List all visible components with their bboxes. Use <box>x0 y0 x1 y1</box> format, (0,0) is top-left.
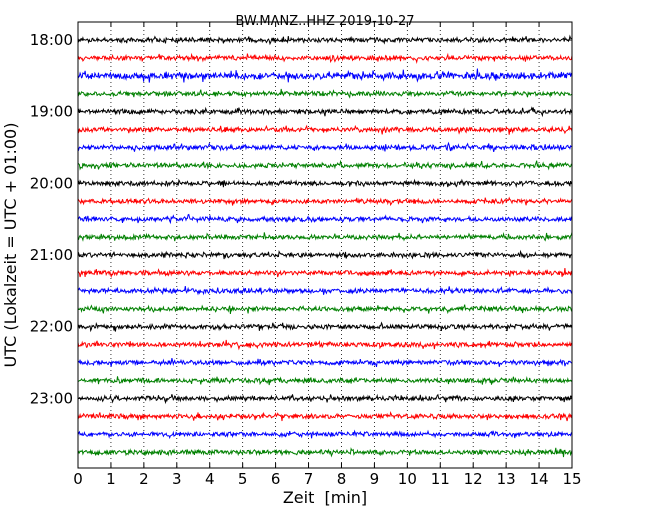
y-axis-label: UTC (Lokalzeit = UTC + 01:00) <box>1 123 20 368</box>
seismic-trace <box>77 411 573 422</box>
seismic-trace <box>77 106 573 118</box>
x-axis-label: Zeit [min] <box>283 488 367 507</box>
trace-group <box>77 34 573 458</box>
x-tick-label: 3 <box>172 470 182 488</box>
y-tick-label: 18:00 <box>30 31 73 49</box>
x-tick-label: 2 <box>139 470 149 488</box>
seismic-trace <box>77 339 573 351</box>
x-tick-label: 8 <box>337 470 347 488</box>
seismic-trace <box>77 124 573 135</box>
x-tick-label: 13 <box>497 470 516 488</box>
x-tick-label: 9 <box>370 470 380 488</box>
seismic-trace <box>77 88 573 99</box>
y-tick-label: 19:00 <box>30 103 73 121</box>
seismic-trace <box>77 52 573 65</box>
x-tick-label: 10 <box>398 470 417 488</box>
seismic-trace <box>77 159 572 171</box>
y-tick-label: 22:00 <box>30 318 73 336</box>
seismic-trace <box>77 286 573 296</box>
x-tick-label: 1 <box>106 470 116 488</box>
seismic-trace <box>77 34 573 46</box>
seismic-trace <box>77 178 573 188</box>
seismic-trace <box>77 393 573 405</box>
seismic-trace <box>77 304 573 315</box>
x-tick-label: 15 <box>562 470 581 488</box>
x-tick-label: 14 <box>530 470 549 488</box>
seismic-trace <box>77 68 573 83</box>
y-tick-label: 21:00 <box>30 246 73 264</box>
x-tick-label: 4 <box>205 470 215 488</box>
y-tick-label: 20:00 <box>30 174 73 192</box>
x-tick-label: 0 <box>73 470 83 488</box>
x-tick-label: 12 <box>464 470 483 488</box>
x-tick-label: 11 <box>431 470 450 488</box>
x-tick-label: 7 <box>304 470 314 488</box>
y-tick-label: 23:00 <box>30 389 73 407</box>
seismic-trace <box>77 249 573 260</box>
y-axis: 18:00 19:00 20:00 21:00 22:00 23:00 <box>30 31 572 407</box>
seismic-trace <box>77 232 573 242</box>
seismic-trace <box>77 196 573 207</box>
x-tick-label: 6 <box>271 470 281 488</box>
seismic-trace <box>77 141 573 153</box>
seismic-trace <box>77 447 573 458</box>
seismic-trace <box>77 213 573 225</box>
seismic-trace <box>77 321 573 333</box>
seismic-trace <box>77 376 573 386</box>
seismic-trace <box>77 357 573 368</box>
seismic-trace <box>77 267 573 279</box>
x-tick-label: 5 <box>238 470 248 488</box>
seismic-trace <box>77 429 573 440</box>
plot-frame <box>77 21 573 469</box>
x-axis: 0 1 2 3 4 5 6 7 8 9 10 11 12 13 14 15 <box>73 22 582 488</box>
